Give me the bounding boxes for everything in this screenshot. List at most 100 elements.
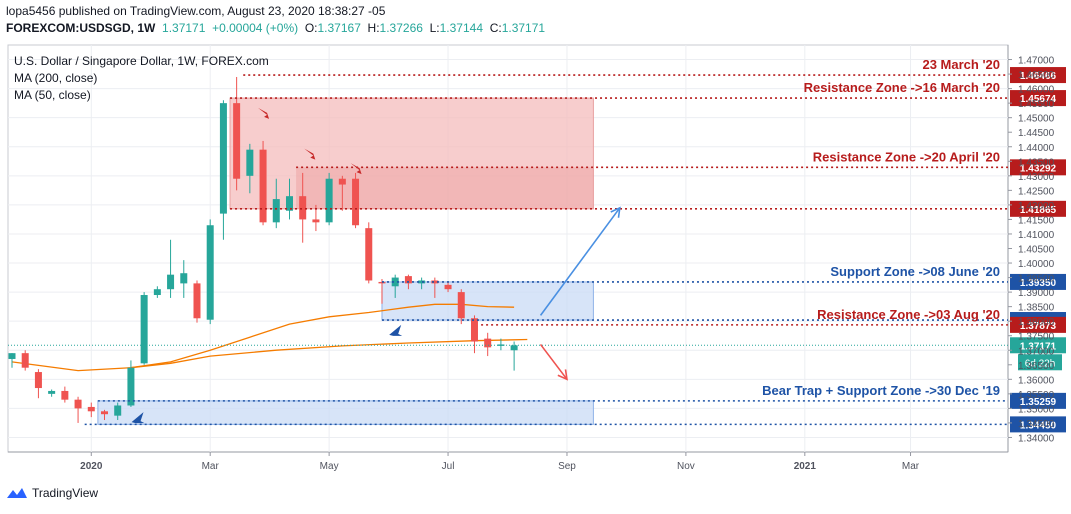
- level-annotation: Resistance Zone ->16 March '20: [804, 80, 1000, 95]
- support-zone: [97, 400, 594, 425]
- y-tick-label: 1.40000: [1018, 259, 1055, 270]
- candle-body: [259, 149, 267, 223]
- candle-body: [206, 225, 214, 320]
- high-label: H:: [367, 21, 380, 35]
- y-tick-label: 1.43500: [1018, 157, 1055, 168]
- close-label: C:: [489, 21, 502, 35]
- y-tick-label: 1.44500: [1018, 128, 1055, 139]
- footer-brand: TradingView: [32, 486, 99, 500]
- level-price-tag: [1010, 200, 1066, 217]
- quote-line: FOREXCOM:USDSGD, 1W 1.37171 +0.00004 (+0…: [6, 20, 545, 37]
- candle-body: [391, 277, 399, 287]
- buy-marker-icon: [131, 412, 145, 424]
- y-tick-label: 1.35500: [1018, 390, 1055, 401]
- last-price: 1.37171: [162, 21, 206, 35]
- candle-body: [21, 353, 29, 368]
- projection-arrows: [539, 206, 621, 381]
- candle-body: [114, 405, 122, 416]
- legend-ma200: MA (200, close): [14, 71, 97, 85]
- x-tick-label: 2020: [80, 461, 103, 472]
- symbol: FOREXCOM:USDSGD, 1W: [6, 21, 156, 35]
- candle-body: [246, 149, 254, 176]
- y-tick-label: 1.34500: [1018, 419, 1055, 430]
- arrow-down-shaft: [539, 343, 568, 380]
- y-tick-label: 1.46500: [1018, 70, 1055, 81]
- candle-body: [100, 411, 108, 415]
- level-price-label: 1.41865: [1020, 205, 1057, 216]
- level-price-tag: [1010, 67, 1066, 84]
- y-tick-label: 1.42000: [1018, 201, 1055, 212]
- y-tick-label: 1.37500: [1018, 332, 1055, 343]
- x-tick-label: May: [320, 461, 339, 472]
- x-tick-label: Sep: [558, 461, 576, 472]
- arrow-up-head: [610, 206, 621, 218]
- candle-body: [338, 178, 346, 185]
- candle-body: [34, 372, 42, 389]
- level-price-label: 1.39350: [1020, 278, 1057, 289]
- y-tick-label: 1.36000: [1018, 375, 1055, 386]
- y-tick-label: 1.35000: [1018, 404, 1055, 415]
- x-tick-label: Mar: [902, 461, 920, 472]
- arrow-up-shaft: [539, 207, 621, 316]
- countdown-label: 6d 22h: [1025, 358, 1056, 369]
- legend-ma50: MA (50, close): [14, 88, 91, 102]
- y-tick-label: 1.39500: [1018, 274, 1055, 285]
- price-axis[interactable]: 1.47000 1.46500 1.46000 1.45500 1.45000 1.445…: [1008, 56, 1055, 445]
- level-annotation: 23 March '20: [922, 57, 1000, 72]
- low-label: L:: [429, 21, 440, 35]
- y-tick-label: 1.41500: [1018, 215, 1055, 226]
- support-zone: [381, 281, 594, 321]
- candle-body: [61, 390, 69, 400]
- level-annotation: Resistance Zone ->20 April '20: [813, 149, 1000, 164]
- level-price-tag: [1010, 416, 1066, 433]
- candle-body: [325, 178, 333, 223]
- resistance-zone-inner: [296, 167, 594, 209]
- y-tick-label: 1.34000: [1018, 433, 1055, 444]
- level-annotation: Resistance Zone ->03 Aug '20: [817, 307, 1000, 322]
- y-tick-label: 1.39000: [1018, 288, 1055, 299]
- candle-body: [127, 367, 135, 406]
- sell-marker-icon: [350, 163, 362, 175]
- chart-legend: U.S. Dollar / Singapore Dollar, 1W, FORE…: [14, 54, 269, 102]
- y-tick-label: 1.47000: [1018, 56, 1055, 67]
- candle-body: [153, 289, 161, 296]
- candle-body: [48, 390, 56, 394]
- y-tick-label: 1.42500: [1018, 186, 1055, 197]
- level-price-label: 1.46466: [1020, 71, 1057, 82]
- candle-body: [484, 338, 492, 348]
- candle-body: [140, 295, 148, 364]
- candle-body: [457, 292, 465, 319]
- current-price-label: 1.37171: [1020, 341, 1057, 352]
- published-line: lopa5456 published on TradingView.com, A…: [6, 4, 386, 18]
- legend-title: U.S. Dollar / Singapore Dollar, 1W, FORE…: [14, 54, 269, 68]
- candle-body: [418, 280, 426, 284]
- level-price-tag: [1010, 392, 1066, 409]
- level-price-tag: [1010, 159, 1066, 176]
- chart-header: lopa5456 published on TradingView.com, A…: [6, 3, 545, 37]
- x-tick-label: Mar: [202, 461, 220, 472]
- level-price-label: 1.37873: [1020, 321, 1057, 332]
- level-price-tag: [1010, 90, 1066, 107]
- time-axis[interactable]: 2020 Mar May Jul Sep Nov 2021 Mar: [80, 452, 920, 472]
- sell-marker-icon: [304, 148, 316, 160]
- level-annotation: Bear Trap + Support Zone ->30 Dec '19: [762, 383, 1000, 398]
- level-price-label: 1.35259: [1020, 397, 1057, 408]
- candle-body: [272, 199, 280, 223]
- candle-body: [352, 178, 360, 226]
- resistance-zone: [229, 97, 594, 210]
- candle-body: [219, 103, 227, 214]
- x-tick-label: 2021: [794, 461, 817, 472]
- candle-body: [87, 406, 95, 412]
- moving-averages: [11, 303, 528, 372]
- y-tick-label: 1.36500: [1018, 361, 1055, 372]
- open-label: O:: [304, 21, 318, 35]
- candle-body: [74, 399, 82, 409]
- ma50-line: [130, 303, 515, 369]
- y-tick-label: 1.40500: [1018, 245, 1055, 256]
- y-tick-label: 1.45500: [1018, 99, 1055, 110]
- candle-body: [365, 228, 373, 281]
- footer: TradingView: [6, 486, 98, 500]
- y-tick-label: 1.46000: [1018, 85, 1055, 96]
- candle-body: [167, 274, 175, 290]
